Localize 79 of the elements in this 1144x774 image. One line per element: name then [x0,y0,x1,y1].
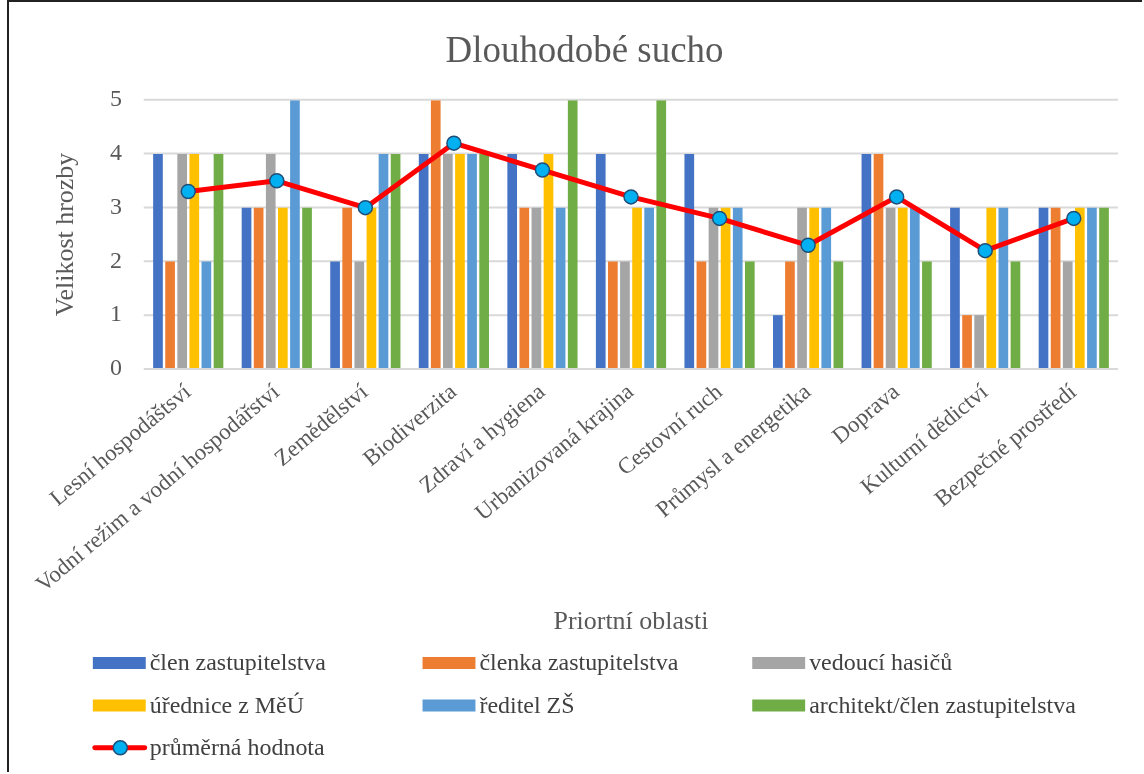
bar [342,207,353,368]
bar [821,207,832,368]
bar [1099,207,1109,368]
bar [519,207,530,368]
bar [608,261,618,368]
bar [797,207,807,368]
y-tick-label: 5 [110,85,123,112]
bar [153,153,163,368]
y-tick-label: 4 [110,139,123,166]
legend-label: vedoucí hasičů [809,649,953,676]
bar [962,315,972,368]
bar [998,207,1009,368]
bar [430,100,441,368]
y-axis-title: Velikost hrozby [50,152,80,317]
bar [744,261,755,368]
bar [922,261,932,368]
y-tick-label: 3 [110,192,123,219]
bar [278,207,288,368]
bar [1050,207,1061,368]
bar [1038,207,1049,368]
bar [644,207,654,368]
bar [1062,261,1073,368]
bar [620,261,630,368]
bar [950,207,960,368]
bar [378,153,389,368]
bar [467,153,477,368]
legend-label: členka zastupitelstva [479,649,679,676]
bar [189,153,200,368]
y-tick-label: 2 [110,246,122,273]
bar [177,153,188,368]
bar [1074,207,1085,368]
bar [455,153,465,368]
bar [479,153,489,368]
bar [241,207,252,368]
bar [354,261,365,368]
bar [290,100,300,368]
bar [974,315,984,368]
bar [165,261,175,368]
y-tick-label: 0 [110,354,123,381]
x-axis-title: Priortní oblasti [553,606,709,636]
bar [656,100,667,368]
bar [253,207,264,368]
bar [201,261,212,368]
bar [773,315,783,368]
legend-label: úřednice z MěÚ [149,691,305,718]
bar [507,153,518,368]
bar [366,207,377,368]
bar [833,261,844,368]
bar [861,153,872,368]
bar [302,207,312,368]
bar [696,261,707,368]
bar [785,261,795,368]
bar [909,207,920,368]
legend-label: ředitel ZŠ [479,691,575,718]
bar [897,207,908,368]
bar [684,153,695,368]
chart-title: Dlouhodobé sucho [445,28,724,70]
bar [213,153,224,368]
bar [1010,261,1021,368]
bar [986,207,997,368]
bar [555,207,566,368]
bar [418,153,429,368]
legend-label: architekt/člen zastupitelstva [809,691,1077,718]
bar [873,153,884,368]
bar [531,207,542,368]
bar [567,100,578,368]
bar [595,153,606,368]
bar [330,261,340,368]
bar [265,153,276,368]
bar [390,153,401,368]
bar [885,207,896,368]
bar [809,207,819,368]
bar [1087,207,1097,368]
legend-label: průměrná hodnota [149,734,326,761]
y-tick-label: 1 [110,300,122,327]
bar [732,207,743,368]
bar [632,207,642,368]
bar [443,153,453,368]
legend-label: člen zastupitelstva [149,649,327,676]
